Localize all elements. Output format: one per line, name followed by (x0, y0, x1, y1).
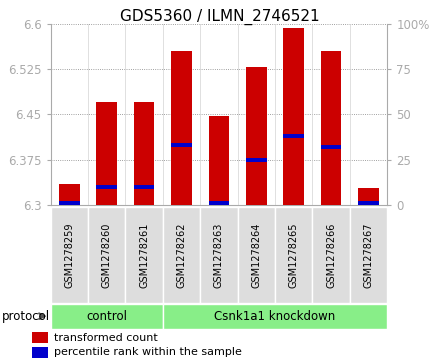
Bar (246, 158, 267, 162)
Text: GSM1278266: GSM1278266 (326, 222, 336, 288)
Bar (51, 304, 163, 329)
Bar (209, 201, 229, 205)
Bar (96, 185, 117, 189)
Bar (209, 115, 229, 205)
Bar (358, 201, 379, 205)
Bar (283, 134, 304, 138)
Bar (125, 207, 163, 303)
Text: Csnk1a1 knockdown: Csnk1a1 knockdown (214, 310, 336, 323)
Text: GSM1278260: GSM1278260 (102, 222, 112, 288)
Bar (171, 51, 192, 205)
Bar (59, 201, 80, 205)
Bar (200, 207, 238, 303)
Text: control: control (86, 310, 127, 323)
Text: GDS5360 / ILMN_2746521: GDS5360 / ILMN_2746521 (120, 9, 320, 25)
Bar (88, 207, 125, 303)
Bar (238, 207, 275, 303)
Bar (96, 102, 117, 205)
Bar (321, 145, 341, 149)
Text: GSM1278267: GSM1278267 (363, 222, 374, 288)
Text: GSM1278259: GSM1278259 (64, 222, 74, 288)
Bar (32, 333, 48, 343)
Bar (275, 207, 312, 303)
Bar (350, 207, 387, 303)
Bar (134, 102, 154, 205)
Bar (246, 67, 267, 205)
Text: GSM1278262: GSM1278262 (176, 222, 187, 288)
Bar (171, 143, 192, 147)
Text: GSM1278261: GSM1278261 (139, 222, 149, 288)
Text: GSM1278263: GSM1278263 (214, 222, 224, 288)
Bar (59, 184, 80, 205)
Bar (163, 207, 200, 303)
Text: GSM1278265: GSM1278265 (289, 222, 299, 288)
Text: protocol: protocol (2, 310, 50, 323)
Bar (312, 207, 350, 303)
Bar (321, 51, 341, 205)
Bar (163, 304, 387, 329)
Bar (32, 347, 48, 358)
Text: transformed count: transformed count (54, 333, 158, 343)
Bar (283, 28, 304, 205)
Bar (51, 207, 88, 303)
Text: percentile rank within the sample: percentile rank within the sample (54, 347, 242, 358)
Text: GSM1278264: GSM1278264 (251, 222, 261, 288)
Bar (358, 188, 379, 205)
Bar (134, 185, 154, 189)
